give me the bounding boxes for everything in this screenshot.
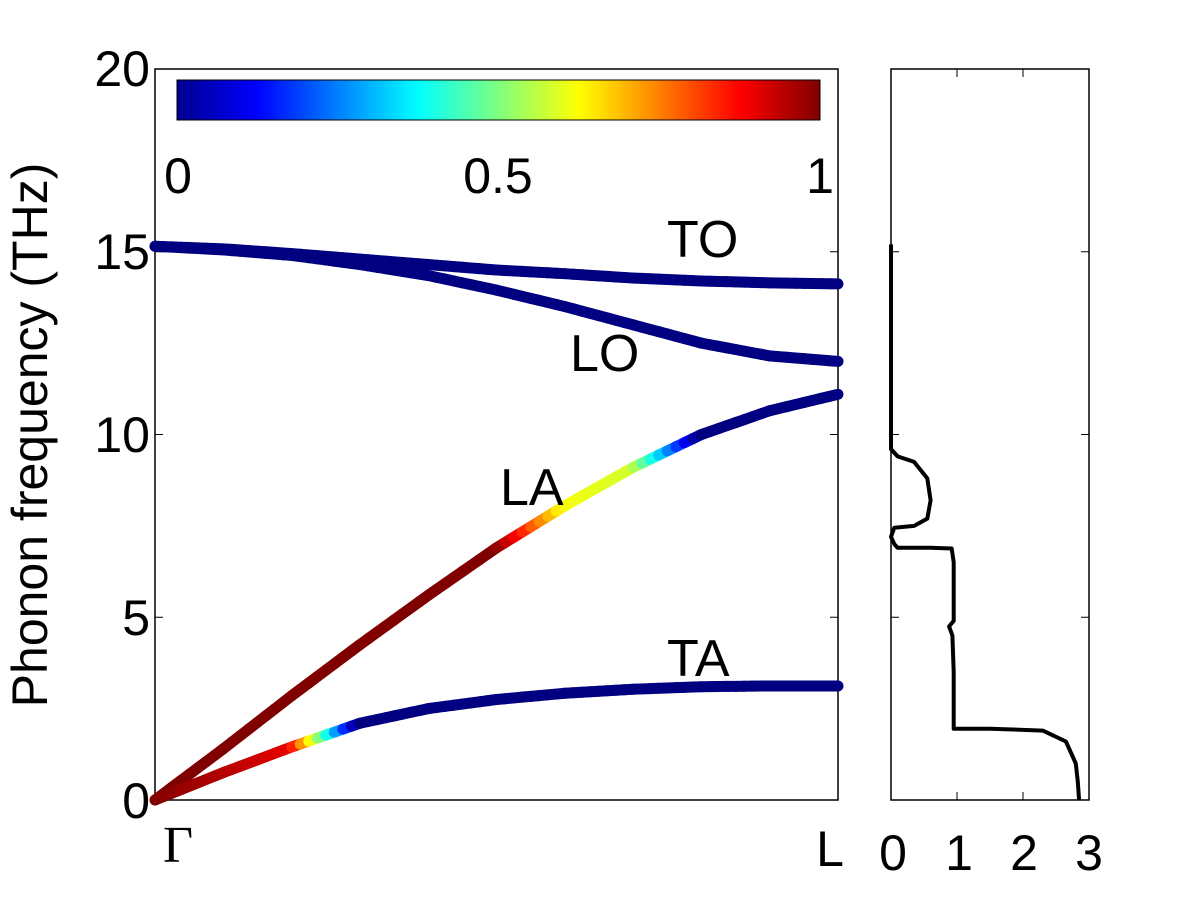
dos-x-tick-label: 3 (1075, 825, 1103, 881)
x-tick-label-l: L (816, 821, 844, 877)
branch-label-lo: LO (570, 325, 639, 383)
colorbar-tick-label: 1 (806, 148, 834, 204)
colorbar-tick-label: 0.5 (463, 148, 533, 204)
dos-x-tick-label: 2 (1010, 825, 1038, 881)
y-tick-label: 20 (94, 41, 150, 97)
y-tick-label: 15 (94, 224, 150, 280)
dos-ticks (890, 68, 1090, 801)
colorbar: 0 0.5 1 (164, 79, 834, 204)
dispersion-segment-la (823, 388, 844, 402)
dispersion-axes-frame (154, 68, 839, 801)
branch-label-la: LA (500, 459, 564, 517)
colorbar-tick-label: 0 (164, 148, 192, 204)
dos-axes-frame (890, 68, 1090, 801)
y-tick-label: 0 (122, 773, 150, 829)
dispersion-curves (149, 240, 844, 806)
branch-label-to: TO (667, 211, 738, 269)
dos-panel: 0 1 2 3 (879, 68, 1103, 881)
y-axis-label: Phonon frequency (THz) (2, 163, 58, 708)
dos-x-tick-label: 1 (945, 825, 973, 881)
x-tick-label-gamma: Γ (163, 817, 193, 874)
dos-curve (889, 244, 1082, 801)
y-tick-label: 5 (122, 590, 150, 646)
dos-x-tick-label: 0 (879, 825, 907, 881)
colorbar-gradient (176, 79, 821, 121)
dispersion-segment-lo (823, 355, 844, 367)
branch-label-ta: TA (667, 630, 730, 688)
dispersion-panel: 0 0.5 1 20 15 10 5 0 Γ L TO LO LA TA Pho… (2, 41, 844, 877)
y-tick-label: 10 (94, 407, 150, 463)
